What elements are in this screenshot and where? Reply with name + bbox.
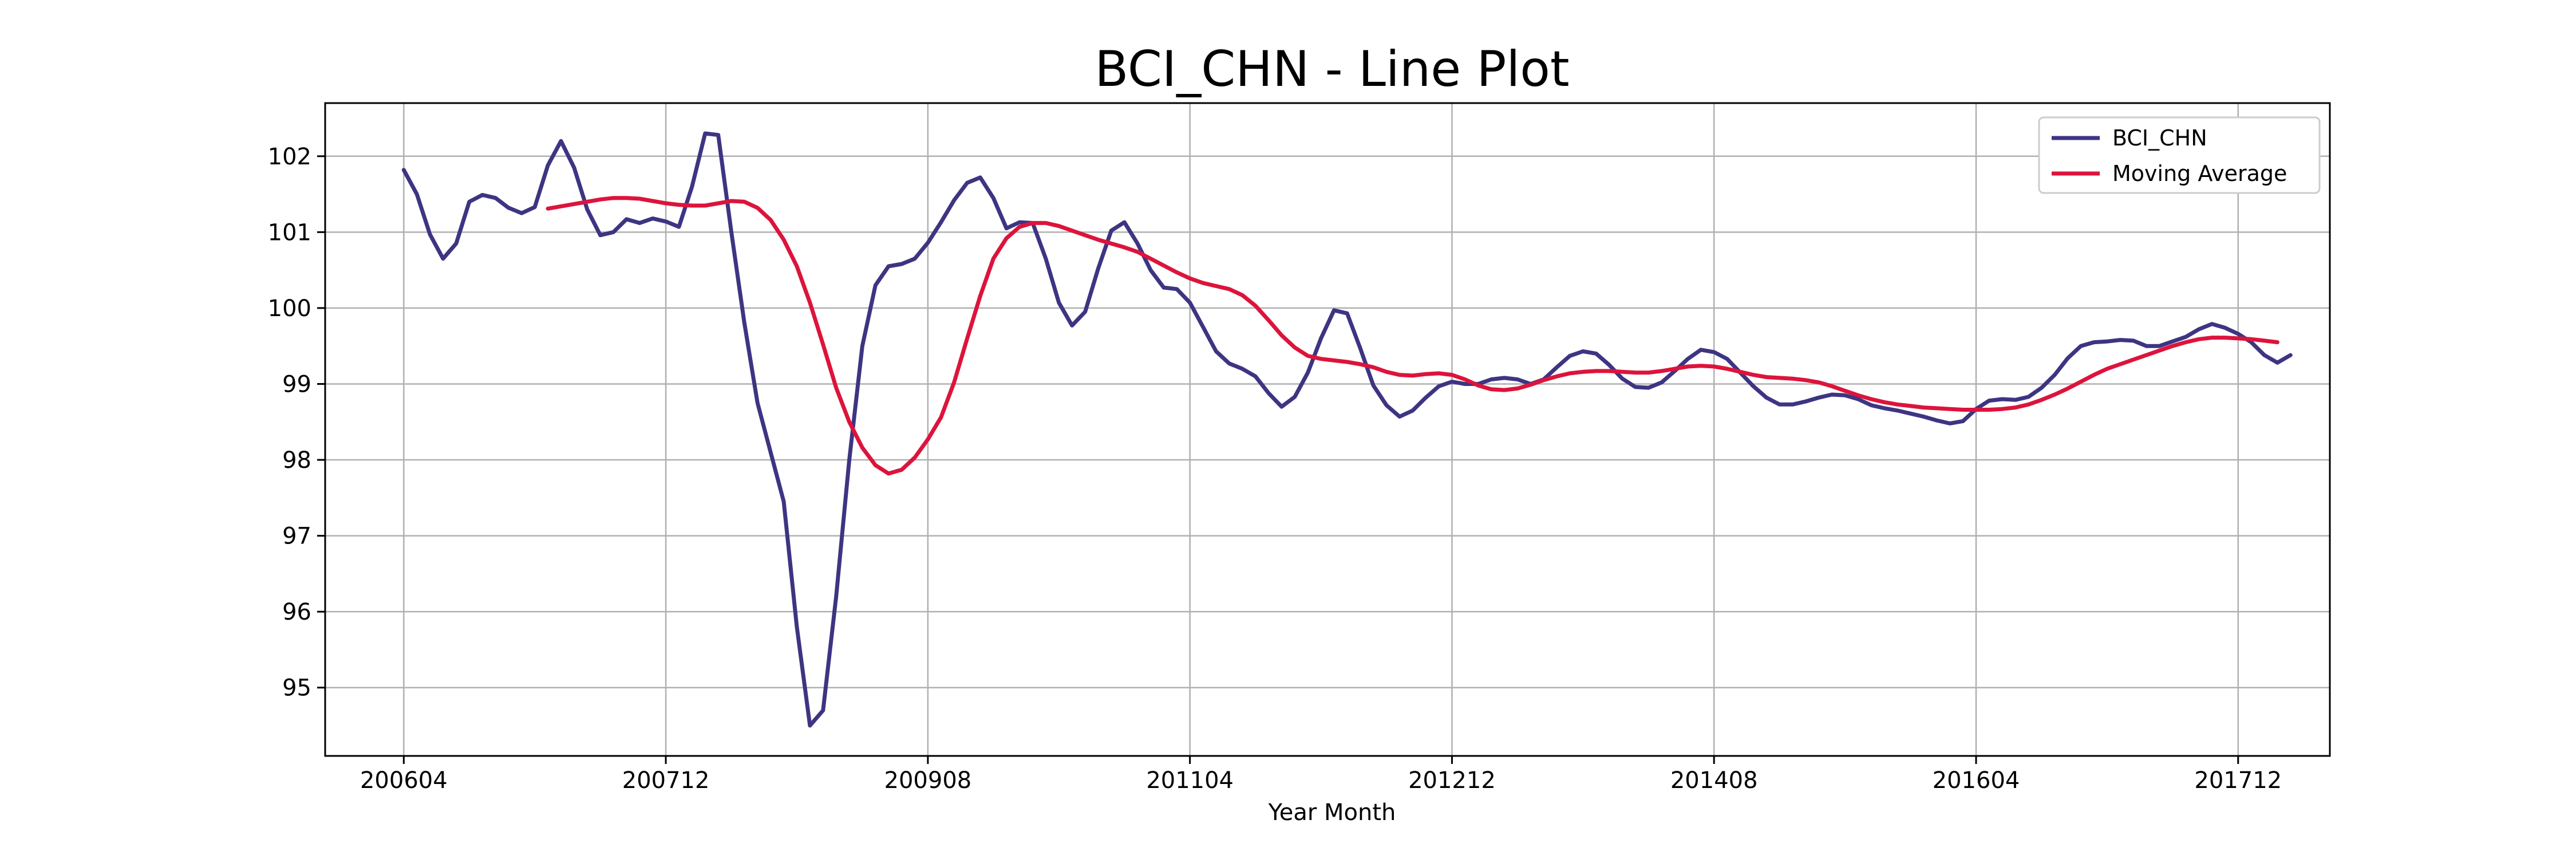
x-tick-label: 201408 [1670,767,1758,794]
y-tick-label: 96 [282,599,311,625]
legend-label: BCI_CHN [2112,125,2207,151]
x-tick-label: 201712 [2194,767,2282,794]
x-tick-label: 201104 [1146,767,1234,794]
legend-label: Moving Average [2112,161,2287,186]
x-tick-label: 200604 [360,767,448,794]
y-tick-label: 98 [282,447,311,474]
x-axis-label: Year Month [1268,799,1396,826]
y-tick-label: 102 [268,144,311,170]
legend-box [2038,116,2321,194]
y-tick-label: 101 [268,219,311,246]
x-axis: 200604 200712 200908 201104 201212 201408 2016… [360,756,2282,794]
y-tick-label: 97 [282,523,311,550]
y-axis: 95 96 97 98 99 100 101 102 [268,144,325,702]
grid [325,103,2330,756]
y-tick-label: 100 [268,295,311,322]
series-line-bci-chn [401,131,2293,728]
x-tick-label: 201212 [1408,767,1496,794]
chart-title: BCI_CHN - Line Plot [1095,41,1569,98]
series-line-moving-average [546,196,2279,476]
x-tick-label: 200908 [884,767,972,794]
y-tick-label: 95 [282,675,311,702]
y-tick-label: 99 [282,371,311,397]
legend: BCI_CHN Moving Average [2038,116,2321,194]
x-tick-label: 200712 [622,767,710,794]
series-lines [401,131,2293,728]
plot-area [324,102,2331,757]
x-tick-label: 201604 [1933,767,2020,794]
